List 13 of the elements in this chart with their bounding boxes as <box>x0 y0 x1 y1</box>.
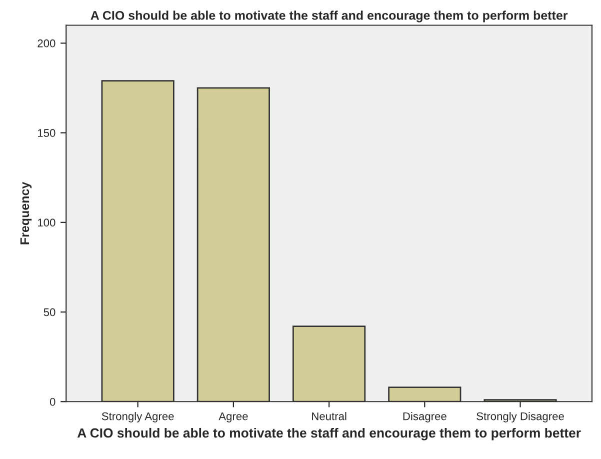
chart-title: A CIO should be able to motivate the staff and encourage them to perform better <box>90 10 568 22</box>
x-axis-title: A CIO should be able to motivate the staff and encourage them to perform better <box>77 428 581 440</box>
y-tick-label: 100 <box>38 218 56 227</box>
y-tick-label: 200 <box>38 39 56 48</box>
x-tick-label: Strongly Disagree <box>476 412 564 422</box>
x-tick-label: Strongly Agree <box>102 412 174 422</box>
x-tick-label: Neutral <box>312 412 346 420</box>
x-tick-label: Agree <box>218 412 248 422</box>
y-tick-label: 150 <box>38 129 56 137</box>
y-axis-title: Frequency <box>20 182 32 244</box>
x-tick-label: Disagree <box>403 412 446 422</box>
y-tick-label: 50 <box>44 308 56 316</box>
y-tick-label: 0 <box>50 398 56 406</box>
